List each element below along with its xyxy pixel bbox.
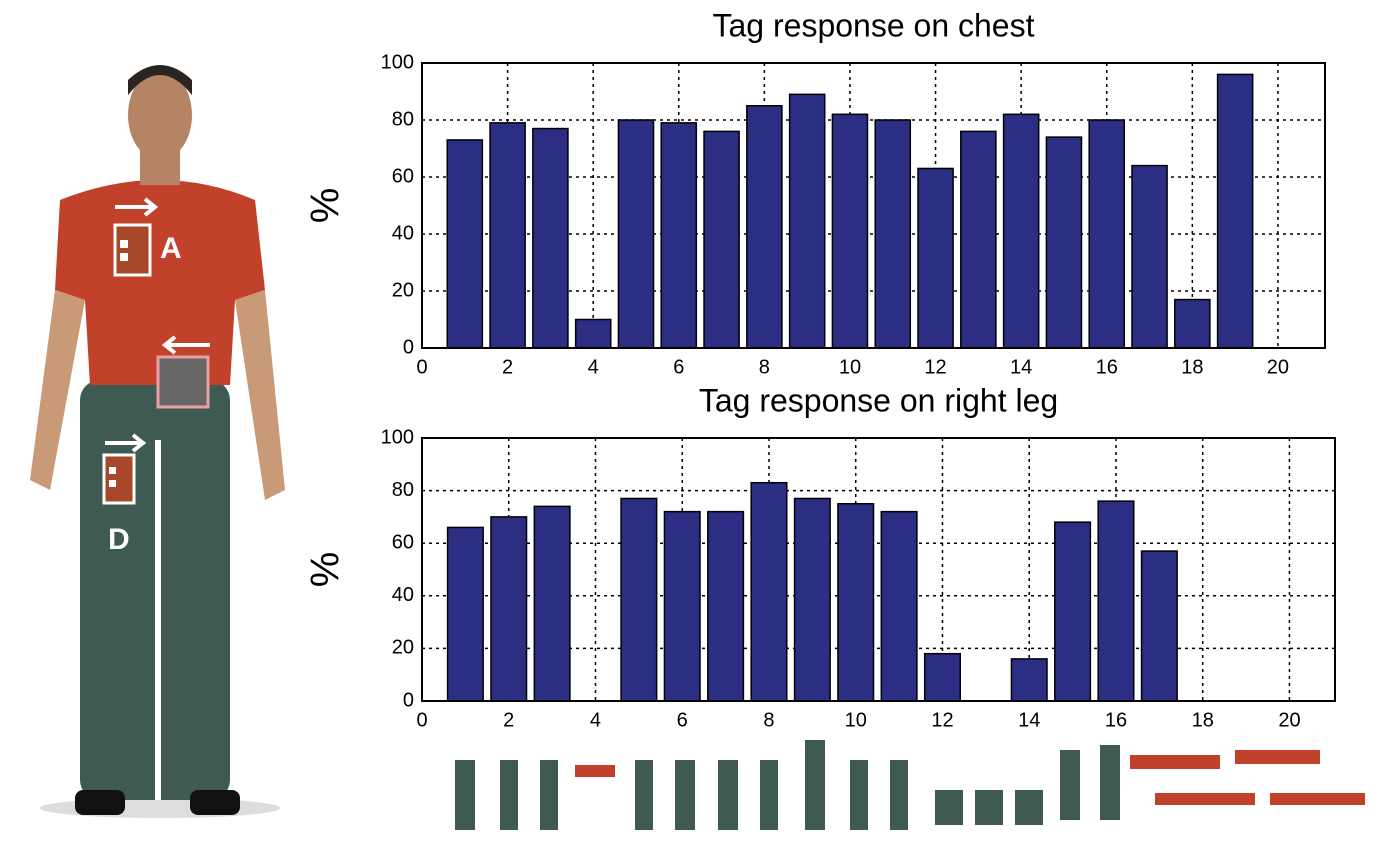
- bar: [795, 498, 831, 701]
- x-tick-label: 8: [763, 709, 774, 731]
- x-tick-label: 6: [677, 709, 688, 731]
- y-tick-label: 20: [392, 279, 414, 301]
- bar: [961, 131, 996, 348]
- bar: [790, 94, 825, 348]
- pose-icons: [455, 740, 1365, 830]
- bar: [533, 129, 568, 348]
- figure: A D Tag response on chest%02040608010002…: [0, 0, 1377, 836]
- x-tick-label: 2: [502, 356, 513, 378]
- x-tick-label: 16: [1096, 356, 1118, 378]
- bar: [747, 106, 782, 348]
- x-tick-label: 18: [1181, 356, 1203, 378]
- bar: [1046, 137, 1081, 348]
- x-tick-label: 18: [1192, 709, 1214, 731]
- y-axis-label: %: [304, 188, 348, 224]
- bar: [1098, 501, 1134, 701]
- x-tick-label: 4: [590, 709, 601, 731]
- bar: [447, 140, 482, 348]
- bar: [1142, 551, 1178, 701]
- y-tick-label: 80: [392, 479, 414, 501]
- bar: [918, 168, 953, 348]
- x-tick-label: 2: [503, 709, 514, 731]
- y-tick-label: 40: [392, 584, 414, 606]
- bar: [838, 504, 874, 701]
- bar: [875, 120, 910, 348]
- x-tick-label: 10: [839, 356, 861, 378]
- y-tick-label: 40: [392, 222, 414, 244]
- x-tick-label: 10: [845, 709, 867, 731]
- y-tick-label: 60: [392, 531, 414, 553]
- bar: [490, 123, 525, 348]
- x-tick-label: 0: [416, 356, 427, 378]
- x-tick-label: 0: [416, 709, 427, 731]
- x-tick-label: 8: [759, 356, 770, 378]
- y-tick-label: 0: [403, 689, 414, 711]
- bar: [1089, 120, 1124, 348]
- x-tick-label: 12: [924, 356, 946, 378]
- x-tick-label: 6: [673, 356, 684, 378]
- y-tick-label: 0: [403, 336, 414, 358]
- y-tick-label: 100: [381, 51, 414, 73]
- bar: [664, 512, 700, 701]
- bar: [1055, 522, 1091, 701]
- x-tick-label: 14: [1018, 709, 1040, 731]
- bar: [661, 123, 696, 348]
- x-tick-label: 14: [1010, 356, 1032, 378]
- x-tick-label: 16: [1105, 709, 1127, 731]
- bar: [708, 512, 744, 701]
- bar: [1218, 74, 1253, 348]
- tag-label: A: [160, 232, 182, 265]
- bar: [925, 654, 961, 701]
- y-tick-label: 20: [392, 637, 414, 659]
- bar: [1175, 300, 1210, 348]
- bar: [832, 114, 867, 348]
- bar: [448, 527, 484, 701]
- chart-title: Tag response on right leg: [699, 382, 1058, 418]
- bar: [751, 483, 787, 701]
- bar: [1004, 114, 1039, 348]
- bar: [621, 498, 657, 701]
- bar: [491, 517, 527, 701]
- x-tick-label: 12: [931, 709, 953, 731]
- tag-label: D: [108, 523, 130, 556]
- bar: [1132, 166, 1167, 348]
- bar: [576, 320, 611, 349]
- x-tick-label: 20: [1278, 709, 1300, 731]
- y-axis-label: %: [304, 552, 348, 588]
- x-tick-label: 20: [1267, 356, 1289, 378]
- human-figure: A D: [30, 65, 285, 818]
- bar: [534, 506, 570, 701]
- x-tick-label: 4: [588, 356, 599, 378]
- bar: [1011, 659, 1047, 701]
- y-tick-label: 100: [381, 426, 414, 448]
- bar: [618, 120, 653, 348]
- bar: [881, 512, 917, 701]
- y-tick-label: 60: [392, 165, 414, 187]
- chart-title: Tag response on chest: [713, 7, 1035, 43]
- y-tick-label: 80: [392, 108, 414, 130]
- bar: [704, 131, 739, 348]
